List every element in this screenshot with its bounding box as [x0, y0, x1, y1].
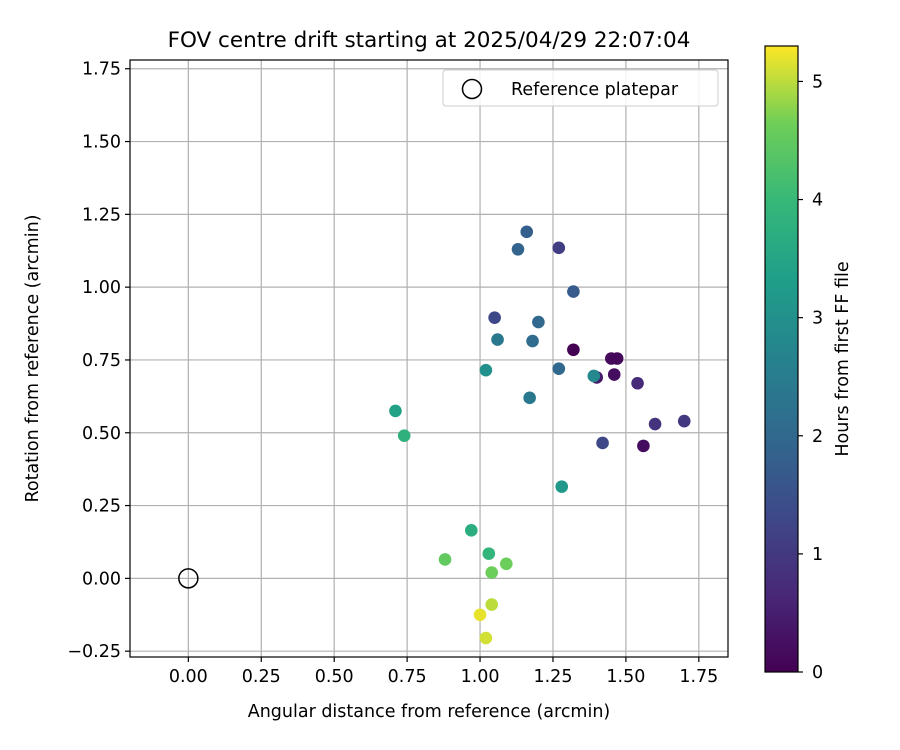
data-point [610, 352, 624, 365]
data-point [479, 363, 493, 377]
data-point [438, 553, 452, 566]
y-tick-label: 1.25 [82, 205, 121, 225]
reference-platepar-marker [178, 568, 199, 589]
data-point [587, 369, 601, 383]
grid-lines [130, 60, 728, 657]
data-point [567, 343, 580, 357]
data-point [596, 436, 609, 450]
data-point [473, 608, 487, 622]
data-point [479, 631, 493, 645]
legend-box [442, 69, 719, 107]
colorbar: 0 1 2 3 4 5 Hours from first FF file [764, 45, 853, 683]
x-tick-label: 0.75 [388, 667, 427, 687]
legend-reference-marker [461, 78, 483, 100]
colorbar-tick-label: 4 [812, 191, 823, 211]
x-axis-label: Angular distance from reference (arcmin) [248, 702, 611, 722]
y-tick-label: 0.00 [82, 569, 121, 589]
y-tick-label: −0.25 [67, 642, 121, 662]
data-point [488, 311, 501, 325]
data-point [523, 391, 536, 405]
colorbar-gradient [764, 45, 799, 673]
colorbar-label: Hours from first FF file [833, 261, 853, 456]
y-tick-label: 0.25 [82, 497, 121, 517]
colorbar-tick-label: 2 [812, 427, 823, 447]
data-point [511, 242, 525, 256]
x-tick-label: 0.25 [242, 667, 281, 687]
y-tick-label: 1.75 [82, 60, 121, 80]
data-point [500, 557, 513, 571]
legend-reference-label: Reference platepar [511, 80, 679, 100]
x-tick-label: 1.75 [679, 667, 718, 687]
data-point [491, 333, 504, 346]
colorbar-tick-label: 3 [812, 309, 823, 329]
plot-frame [129, 59, 729, 658]
data-point [485, 598, 499, 611]
data-point [631, 376, 644, 390]
data-point [552, 241, 566, 255]
data-point [520, 225, 534, 239]
y-tick-label: 1.00 [82, 278, 121, 298]
x-tick-label: 1.00 [461, 667, 500, 687]
colorbar-tick-label: 0 [812, 663, 823, 683]
data-point [464, 524, 478, 537]
data-point [485, 566, 499, 579]
data-point [389, 404, 402, 418]
chart-title: FOV centre drift starting at 2025/04/29 … [168, 28, 691, 53]
data-point [648, 417, 662, 431]
data-point [482, 547, 496, 560]
data-point [607, 368, 621, 381]
data-point [552, 362, 566, 375]
x-tick-label: 1.50 [606, 667, 645, 687]
data-point [567, 285, 580, 298]
y-tick-label: 0.75 [82, 351, 121, 371]
x-tick-label: 0.00 [169, 667, 208, 687]
y-tick-label: 1.50 [82, 133, 121, 153]
y-tick-label: 0.50 [82, 424, 121, 444]
x-tick-label: 0.50 [315, 667, 354, 687]
data-point [555, 480, 569, 493]
colorbar-tick-label: 1 [812, 545, 823, 565]
y-axis-label: Rotation from reference (arcmin) [23, 215, 43, 503]
x-tick-label: 1.25 [533, 667, 572, 687]
data-point [677, 414, 691, 428]
colorbar-tick-label: 5 [812, 72, 823, 92]
data-point [637, 439, 650, 453]
legend: Reference platepar [442, 69, 719, 107]
data-point [397, 429, 411, 442]
data-point [532, 315, 545, 329]
data-point [526, 334, 539, 348]
